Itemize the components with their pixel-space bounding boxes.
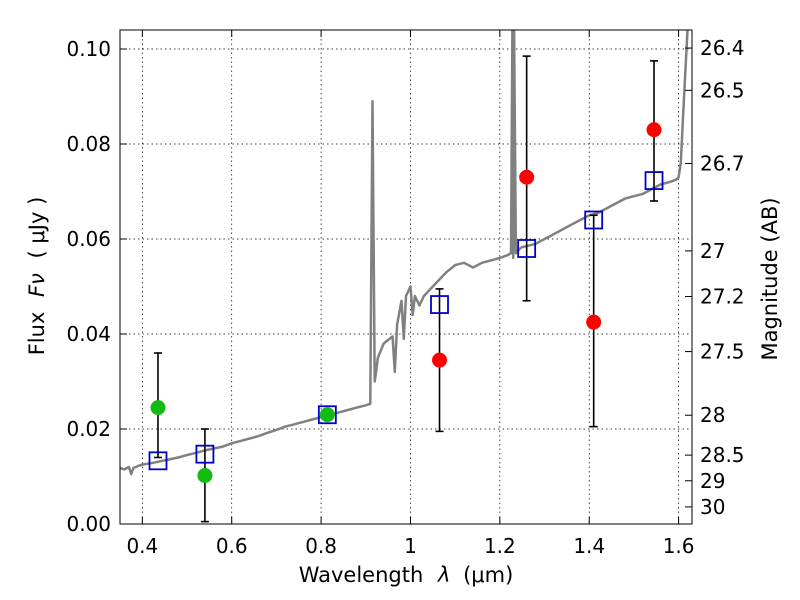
y2-tick-label: 28 [700,403,725,427]
model-square [517,239,537,258]
y-tick-label: 0.00 [66,512,111,536]
x-axis-label-unit: (μm) [463,563,513,587]
x-axis-label-symbol: λ [437,563,450,587]
ir-point [519,169,535,185]
y2-tick-label: 30 [700,495,725,519]
error-bars [153,55,659,523]
y2-tick-label: 29 [700,469,725,493]
x-tick-label: 1.2 [484,534,516,558]
y2-tick-label: 27.2 [700,284,745,308]
y-axis-label-symbol: Fν [25,273,49,297]
y2-tick-label: 26.4 [700,36,745,60]
y-axis-label-unit: ( μJy ) [25,197,49,259]
y-tick-label: 0.04 [66,322,111,346]
ir-point [432,352,448,368]
x-tick-label: 0.4 [126,534,158,558]
y2-axis-label: Magnitude (AB) [758,197,782,360]
y-tick-label: 0.08 [66,132,111,156]
y2-tick-label: 26.5 [700,78,745,102]
model-square [430,295,449,314]
optical-point [319,407,335,423]
axis-ticks: 0.4 0.6 0.8 1 1.2 1.4 1.6 0.00 0.02 0.04 0.06 0.08 0… [66,30,745,558]
ir-point [646,122,662,138]
y2-tick-label: 26.7 [700,151,745,175]
x-tick-label: 1 [404,534,417,558]
plot-frame [119,29,693,525]
model-square [195,444,215,464]
model-square [317,405,337,425]
x-tick-label: 1.6 [663,534,695,558]
x-axis-label-text: Wavelength [299,563,424,587]
x-tick-label: 0.8 [305,534,337,558]
x-tick-label: 1.4 [573,534,605,558]
optical-point [150,400,166,416]
ir-point [586,314,602,330]
spectrum-line [120,30,689,476]
y2-tick-label: 27 [700,239,725,263]
y-tick-label: 0.02 [66,417,111,441]
y-tick-label: 0.06 [66,227,111,251]
model-spectrum [120,30,689,476]
y-tick-label: 0.10 [66,37,111,61]
y-axis-label: Flux Fν ( μJy ) [25,197,49,356]
model-photometry-squares [148,171,664,471]
y2-tick-label: 28.5 [700,443,745,467]
y2-tick-label: 27.5 [700,340,745,364]
model-square [148,451,168,471]
data-points [150,122,662,484]
model-square [644,171,664,190]
x-tick-label: 0.6 [216,534,248,558]
optical-point [197,468,213,484]
y-axis-label-text: Flux [25,312,49,356]
x-axis-label: Wavelength λ (μm) [299,563,514,587]
model-square [584,210,604,230]
